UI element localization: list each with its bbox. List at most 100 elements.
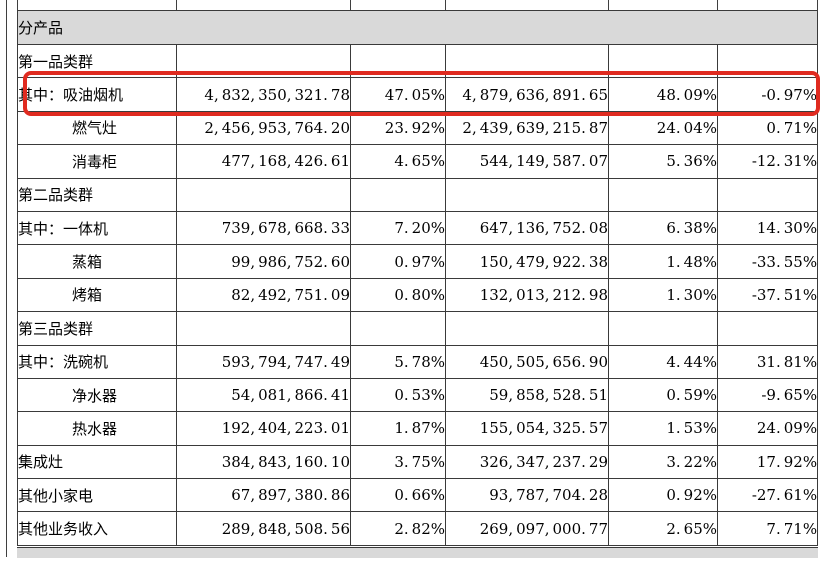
pct-of-revenue-current-cell: 0. 66%	[350, 478, 446, 513]
pct-of-revenue-prior-cell: 3. 22%	[608, 444, 718, 480]
section-header-row: 分产品	[16, 10, 819, 45]
product-label-cell: 其他小家电	[17, 478, 177, 513]
top-row-divider	[445, 0, 446, 10]
yoy-change-cell	[716, 311, 819, 346]
pct-of-revenue-current-cell: 0. 53%	[350, 377, 446, 413]
pct-of-revenue-current-cell: 23. 92%	[350, 110, 446, 146]
next-section-header-sliver	[17, 547, 818, 558]
revenue-prior-cell: 59, 858, 528. 51	[445, 377, 609, 413]
table-row: 燃气灶 2, 456, 953, 764. 20 23. 92% 2, 439,…	[17, 110, 819, 146]
revenue-current-cell: 67, 897, 380. 86	[176, 478, 351, 513]
product-label-cell: 热水器	[17, 411, 177, 446]
top-row-divider	[17, 0, 18, 10]
pct-of-revenue-prior-cell: 24. 04%	[608, 110, 718, 146]
pct-of-revenue-current-cell: 3. 75%	[350, 444, 446, 480]
table-row: 蒸箱 99, 986, 752. 60 0. 97% 150, 479, 922…	[17, 244, 819, 279]
top-row-divider	[350, 0, 351, 10]
product-label-cell: 其中：吸油烟机	[17, 77, 177, 112]
pct-of-revenue-prior-cell	[608, 311, 718, 346]
product-label-cell: 其他业务收入	[17, 511, 177, 546]
revenue-current-cell: 289, 848, 508. 56	[176, 511, 351, 546]
product-label-cell: 集成灶	[17, 444, 177, 480]
revenue-prior-cell: 647, 136, 752. 08	[445, 210, 609, 246]
product-label-cell: 烤箱	[17, 277, 177, 313]
yoy-change-cell: -37. 51%	[716, 277, 819, 313]
revenue-current-cell	[176, 177, 351, 212]
yoy-change-cell: -12. 31%	[716, 144, 819, 179]
revenue-current-cell: 739, 678, 668. 33	[176, 210, 351, 246]
revenue-current-cell: 82, 492, 751. 09	[176, 277, 351, 313]
revenue-current-cell: 54, 081, 866. 41	[176, 377, 351, 413]
pct-of-revenue-prior-cell: 1. 30%	[608, 277, 718, 313]
revenue-prior-cell: 544, 149, 587. 07	[445, 144, 609, 179]
pct-of-revenue-prior-cell: 6. 38%	[608, 210, 718, 246]
product-label-cell: 第三品类群	[17, 311, 177, 346]
revenue-prior-cell: 93, 787, 704. 28	[445, 478, 609, 513]
yoy-change-cell: -0. 97%	[716, 77, 819, 112]
revenue-current-cell: 4, 832, 350, 321. 78	[176, 77, 351, 112]
revenue-current-cell	[176, 311, 351, 346]
revenue-prior-cell	[445, 311, 609, 346]
pct-of-revenue-prior-cell: 1. 53%	[608, 411, 718, 446]
pct-of-revenue-current-cell: 5. 78%	[350, 344, 446, 379]
revenue-prior-cell: 450, 505, 656. 90	[445, 344, 609, 379]
revenue-prior-cell	[445, 177, 609, 212]
table-row: 其中：洗碗机 593, 794, 747. 49 5. 78% 450, 505…	[17, 344, 819, 379]
pct-of-revenue-current-cell: 1. 87%	[350, 411, 446, 446]
pct-of-revenue-current-cell: 2. 82%	[350, 511, 446, 546]
pct-of-revenue-current-cell: 7. 20%	[350, 210, 446, 246]
revenue-current-cell: 192, 404, 223. 01	[176, 411, 351, 446]
table-row: 消毒柜 477, 168, 426. 61 4. 65% 544, 149, 5…	[17, 144, 819, 179]
table-row: 集成灶 384, 843, 160. 10 3. 75% 326, 347, 2…	[17, 444, 819, 480]
pct-of-revenue-prior-cell: 1. 48%	[608, 244, 718, 279]
revenue-current-cell: 384, 843, 160. 10	[176, 444, 351, 480]
product-label-cell: 第二品类群	[17, 177, 177, 212]
pct-of-revenue-prior-cell: 0. 59%	[608, 377, 718, 413]
product-label-cell: 燃气灶	[17, 110, 177, 146]
product-label-cell: 其中：一体机	[17, 210, 177, 246]
yoy-change-cell: 17. 92%	[716, 444, 819, 480]
yoy-change-cell	[716, 177, 819, 212]
table-row: 净水器 54, 081, 866. 41 0. 53% 59, 858, 528…	[17, 377, 819, 413]
page-left-border-line	[6, 0, 7, 557]
section-header-label: 分产品	[16, 10, 819, 45]
pct-of-revenue-prior-cell: 2. 65%	[608, 511, 718, 546]
table-row: 其中：吸油烟机 4, 832, 350, 321. 78 47. 05% 4, …	[17, 77, 819, 112]
pct-of-revenue-current-cell: 0. 80%	[350, 277, 446, 313]
revenue-current-cell: 2, 456, 953, 764. 20	[176, 110, 351, 146]
yoy-change-cell: 24. 09%	[716, 411, 819, 446]
revenue-current-cell	[176, 43, 351, 79]
pct-of-revenue-current-cell	[350, 311, 446, 346]
revenue-prior-cell: 326, 347, 237. 29	[445, 444, 609, 480]
pct-of-revenue-prior-cell	[608, 177, 718, 212]
top-row-divider	[176, 0, 177, 10]
yoy-change-cell: 31. 81%	[716, 344, 819, 379]
pct-of-revenue-current-cell	[350, 43, 446, 79]
revenue-current-cell: 477, 168, 426. 61	[176, 144, 351, 179]
table-row: 其中：一体机 739, 678, 668. 33 7. 20% 647, 136…	[17, 210, 819, 246]
revenue-prior-cell: 155, 054, 325. 57	[445, 411, 609, 446]
yoy-change-cell: 0. 71%	[716, 110, 819, 146]
product-label-cell: 其中：洗碗机	[17, 344, 177, 379]
table-row: 第三品类群	[17, 311, 819, 346]
yoy-change-cell: -33. 55%	[716, 244, 819, 279]
product-label-cell: 消毒柜	[17, 144, 177, 179]
product-table-body: 分产品 第一品类群 其中：吸油烟机 4, 832, 350, 321. 78 4…	[16, 10, 819, 546]
table-row: 第二品类群	[17, 177, 819, 212]
product-label-cell: 第一品类群	[17, 43, 177, 79]
yoy-change-cell: 7. 71%	[716, 511, 819, 546]
pct-of-revenue-prior-cell: 48. 09%	[608, 77, 718, 112]
revenue-prior-cell: 132, 013, 212. 98	[445, 277, 609, 313]
revenue-prior-cell: 269, 097, 000. 77	[445, 511, 609, 546]
table-row: 烤箱 82, 492, 751. 09 0. 80% 132, 013, 212…	[17, 277, 819, 313]
pct-of-revenue-current-cell	[350, 177, 446, 212]
revenue-prior-cell: 150, 479, 922. 38	[445, 244, 609, 279]
revenue-prior-cell	[445, 43, 609, 79]
yoy-change-cell: 14. 30%	[716, 210, 819, 246]
product-label-cell: 净水器	[17, 377, 177, 413]
revenue-prior-cell: 2, 439, 639, 215. 87	[445, 110, 609, 146]
product-label-cell: 蒸箱	[17, 244, 177, 279]
pct-of-revenue-prior-cell: 0. 92%	[608, 478, 718, 513]
table-row: 第一品类群	[17, 43, 819, 79]
top-row-divider	[717, 0, 718, 10]
